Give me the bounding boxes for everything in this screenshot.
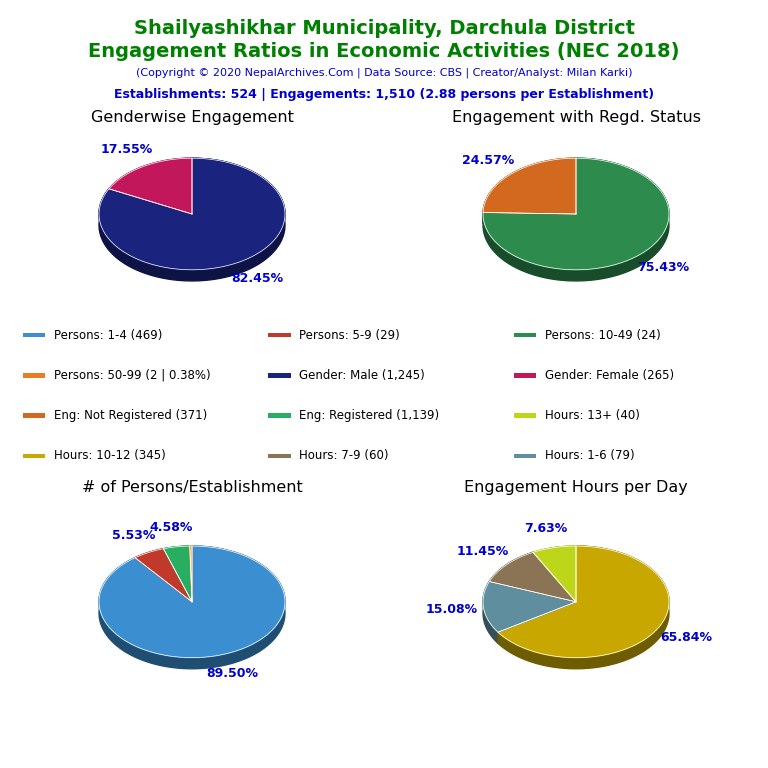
Text: Engagement with Regd. Status: Engagement with Regd. Status xyxy=(452,110,700,125)
FancyBboxPatch shape xyxy=(269,454,290,458)
Polygon shape xyxy=(498,546,669,669)
Polygon shape xyxy=(99,546,285,669)
Polygon shape xyxy=(135,548,192,602)
Text: Eng: Not Registered (371): Eng: Not Registered (371) xyxy=(54,409,207,422)
Text: 17.55%: 17.55% xyxy=(100,144,152,157)
Polygon shape xyxy=(99,158,285,270)
Text: Engagement Ratios in Economic Activities (NEC 2018): Engagement Ratios in Economic Activities… xyxy=(88,42,680,61)
Polygon shape xyxy=(498,546,669,657)
Text: Hours: 1-6 (79): Hours: 1-6 (79) xyxy=(545,449,635,462)
Text: 4.58%: 4.58% xyxy=(149,521,193,534)
Text: 24.57%: 24.57% xyxy=(462,154,515,167)
Text: Establishments: 524 | Engagements: 1,510 (2.88 persons per Establishment): Establishments: 524 | Engagements: 1,510… xyxy=(114,88,654,101)
Text: Hours: 7-9 (60): Hours: 7-9 (60) xyxy=(300,449,389,462)
Text: 82.45%: 82.45% xyxy=(232,272,284,285)
Text: 65.84%: 65.84% xyxy=(660,631,712,644)
Polygon shape xyxy=(190,546,192,558)
Polygon shape xyxy=(483,158,669,270)
Polygon shape xyxy=(533,546,576,602)
FancyBboxPatch shape xyxy=(269,333,290,337)
Polygon shape xyxy=(483,158,576,214)
Polygon shape xyxy=(164,546,192,602)
Text: Engagement Hours per Day: Engagement Hours per Day xyxy=(464,480,688,495)
FancyBboxPatch shape xyxy=(515,373,536,378)
Polygon shape xyxy=(483,158,576,223)
Text: 75.43%: 75.43% xyxy=(637,261,690,274)
Text: Eng: Registered (1,139): Eng: Registered (1,139) xyxy=(300,409,439,422)
Text: Persons: 1-4 (469): Persons: 1-4 (469) xyxy=(54,329,162,342)
Text: Hours: 13+ (40): Hours: 13+ (40) xyxy=(545,409,640,422)
Polygon shape xyxy=(533,546,576,564)
Polygon shape xyxy=(483,158,669,281)
Polygon shape xyxy=(164,546,190,560)
Text: 89.50%: 89.50% xyxy=(207,667,259,680)
Text: Shailyashikhar Municipality, Darchula District: Shailyashikhar Municipality, Darchula Di… xyxy=(134,19,634,38)
FancyBboxPatch shape xyxy=(269,373,290,378)
Polygon shape xyxy=(190,546,192,602)
FancyBboxPatch shape xyxy=(515,333,536,337)
Text: Gender: Female (265): Gender: Female (265) xyxy=(545,369,674,382)
Polygon shape xyxy=(483,581,576,632)
Text: Gender: Male (1,245): Gender: Male (1,245) xyxy=(300,369,425,382)
FancyBboxPatch shape xyxy=(23,373,45,378)
FancyBboxPatch shape xyxy=(23,413,45,418)
Polygon shape xyxy=(489,552,533,593)
Text: Genderwise Engagement: Genderwise Engagement xyxy=(91,110,293,125)
Text: Persons: 50-99 (2 | 0.38%): Persons: 50-99 (2 | 0.38%) xyxy=(54,369,210,382)
Polygon shape xyxy=(109,158,192,214)
Text: 7.63%: 7.63% xyxy=(525,522,568,535)
Text: Persons: 5-9 (29): Persons: 5-9 (29) xyxy=(300,329,400,342)
Polygon shape xyxy=(489,552,576,602)
Text: # of Persons/Establishment: # of Persons/Establishment xyxy=(81,480,303,495)
FancyBboxPatch shape xyxy=(23,333,45,337)
Text: Hours: 10-12 (345): Hours: 10-12 (345) xyxy=(54,449,165,462)
Text: Persons: 10-49 (24): Persons: 10-49 (24) xyxy=(545,329,661,342)
Text: 5.53%: 5.53% xyxy=(112,528,155,541)
Polygon shape xyxy=(135,548,164,569)
Text: 15.08%: 15.08% xyxy=(425,603,477,616)
FancyBboxPatch shape xyxy=(515,454,536,458)
FancyBboxPatch shape xyxy=(269,413,290,418)
Text: 11.45%: 11.45% xyxy=(456,545,508,558)
Polygon shape xyxy=(99,158,285,281)
Polygon shape xyxy=(109,158,192,200)
Polygon shape xyxy=(483,581,498,644)
FancyBboxPatch shape xyxy=(23,454,45,458)
Polygon shape xyxy=(99,546,285,657)
FancyBboxPatch shape xyxy=(515,413,536,418)
Text: (Copyright © 2020 NepalArchives.Com | Data Source: CBS | Creator/Analyst: Milan : (Copyright © 2020 NepalArchives.Com | Da… xyxy=(136,68,632,78)
